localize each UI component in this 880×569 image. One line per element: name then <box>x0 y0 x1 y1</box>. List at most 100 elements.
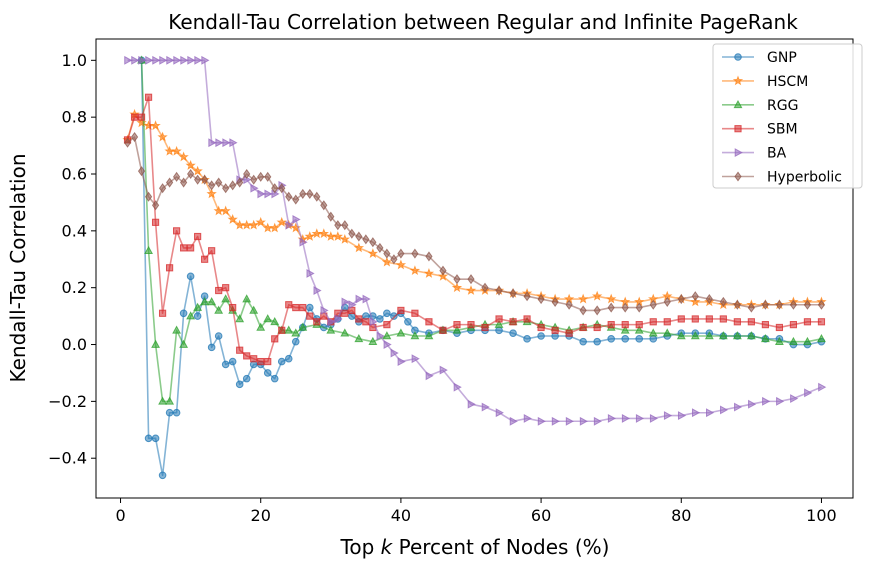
data-point-sbm <box>306 312 314 320</box>
data-point-ba <box>376 331 385 341</box>
data-point-rgg <box>214 305 224 314</box>
data-point-hyperbolic <box>495 285 503 296</box>
data-point-hyperbolic <box>165 177 174 188</box>
data-point-sbm <box>229 303 237 312</box>
data-point-ba <box>341 297 350 307</box>
x-tick-label: 100 <box>806 506 837 525</box>
data-point-sbm <box>236 346 244 354</box>
data-point-rgg <box>291 328 301 337</box>
data-point-hscm <box>304 231 315 241</box>
data-point-sbm <box>467 321 475 329</box>
data-point-hyperbolic <box>390 254 398 265</box>
data-point-hyperbolic <box>383 248 391 259</box>
data-point-hyperbolic <box>137 166 146 177</box>
data-point-sbm <box>137 113 146 121</box>
data-point-ba <box>593 416 603 426</box>
data-point-sbm <box>173 227 181 235</box>
data-point-sbm <box>158 309 167 317</box>
data-point-ba <box>313 286 322 295</box>
data-point-ba <box>306 269 315 278</box>
data-point-ba <box>369 317 378 327</box>
data-point-sbm <box>299 303 307 312</box>
data-point-ba <box>299 237 308 247</box>
data-point-hyperbolic <box>299 188 307 199</box>
data-point-hyperbolic <box>761 299 769 310</box>
data-point-hyperbolic <box>257 171 265 182</box>
x-tick-label: 20 <box>251 506 271 525</box>
y-tick-label: 0.2 <box>62 278 87 297</box>
data-point-sbm <box>151 218 160 226</box>
data-point-ba <box>229 138 238 148</box>
data-point-rgg <box>144 245 154 255</box>
data-point-gnp <box>495 326 503 335</box>
data-point-hyperbolic <box>747 302 755 313</box>
data-point-ba <box>355 294 364 304</box>
data-point-gnp <box>390 312 398 320</box>
data-point-ba <box>334 314 343 324</box>
data-point-ba <box>390 348 399 358</box>
legend-item-ba: BA <box>722 146 787 162</box>
data-point-ba <box>706 408 715 418</box>
legend-marker-gnp <box>734 53 742 61</box>
y-tick-label: 0.0 <box>62 335 87 354</box>
data-point-sbm <box>691 315 699 323</box>
data-point-hscm <box>381 256 393 267</box>
data-point-ba <box>790 394 799 403</box>
data-point-ba <box>734 402 743 412</box>
x-axis-label: Top k Percent of Nodes (%) <box>340 535 610 559</box>
data-point-ba <box>131 55 140 65</box>
data-point-ba <box>467 399 476 409</box>
data-point-rgg <box>298 322 308 331</box>
data-point-hyperbolic <box>733 299 741 310</box>
data-point-sbm <box>775 323 784 332</box>
data-point-gnp <box>523 335 531 343</box>
x-axis: 0 20 40 60 80 100 <box>115 498 837 525</box>
data-point-hyperbolic <box>663 296 671 307</box>
data-point-sbm <box>481 323 489 332</box>
data-point-sbm <box>551 326 559 334</box>
data-point-rgg <box>760 333 770 343</box>
data-point-hyperbolic <box>201 174 209 185</box>
data-point-rgg <box>256 322 266 331</box>
data-point-hscm <box>157 131 168 142</box>
data-point-hscm <box>339 233 350 244</box>
data-point-rgg <box>158 396 168 405</box>
data-point-ba <box>180 55 189 65</box>
data-point-rgg <box>718 331 728 340</box>
data-point-rgg <box>704 331 714 340</box>
data-point-hyperbolic <box>187 168 195 180</box>
data-point-ba <box>320 305 329 315</box>
data-point-rgg <box>396 328 406 337</box>
data-point-hscm <box>192 165 203 176</box>
data-point-ba <box>523 413 532 423</box>
data-point-hscm <box>465 285 477 295</box>
plot-frame <box>95 38 854 499</box>
legend-label-sbm: SBM <box>767 122 798 138</box>
data-point-hyperbolic <box>194 174 202 185</box>
data-point-gnp <box>186 272 195 281</box>
series-sbm <box>123 93 826 366</box>
data-point-hscm <box>220 205 231 216</box>
data-point-ba <box>649 413 659 423</box>
legend-item-sbm: SBM <box>722 122 798 138</box>
data-point-gnp <box>193 312 202 320</box>
data-point-ba <box>292 215 301 224</box>
data-point-hscm <box>409 265 421 276</box>
data-point-sbm <box>355 315 363 323</box>
data-point-hscm <box>592 290 603 301</box>
y-tick-label: 0.8 <box>62 108 87 127</box>
data-point-rgg <box>802 336 812 345</box>
data-point-ba <box>362 294 371 304</box>
data-point-ba <box>159 55 168 65</box>
data-point-hyperbolic <box>621 302 629 313</box>
data-point-sbm <box>621 321 629 329</box>
data-point-hyperbolic <box>250 174 258 185</box>
data-point-ba <box>124 55 133 65</box>
data-point-sbm <box>278 326 286 334</box>
data-point-ba <box>579 416 588 426</box>
data-point-ba <box>327 317 336 327</box>
legend-marker-sbm <box>734 125 742 133</box>
data-point-ba <box>201 55 210 65</box>
data-point-hyperbolic <box>397 248 405 259</box>
